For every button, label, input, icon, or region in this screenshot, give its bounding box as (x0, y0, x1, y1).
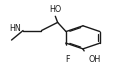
Text: HO: HO (49, 5, 61, 14)
Text: F: F (65, 55, 70, 64)
Text: OH: OH (88, 55, 101, 64)
Text: HN: HN (9, 24, 21, 33)
